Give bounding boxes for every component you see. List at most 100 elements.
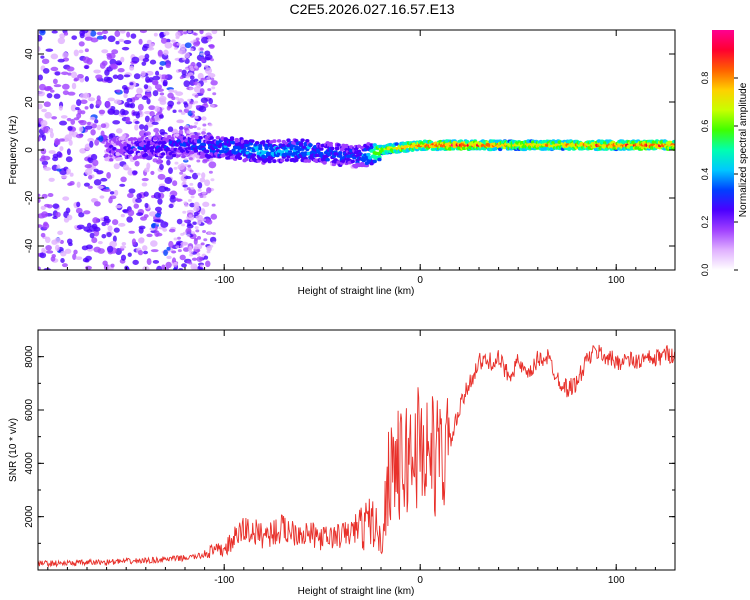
noise-speck: [211, 30, 218, 35]
noise-speck: [208, 123, 213, 127]
noise-speck: [136, 87, 143, 95]
noise-speck: [188, 245, 193, 252]
snr-xtick-label: 100: [608, 575, 625, 586]
ridge-cell: [366, 152, 371, 157]
noise-speck: [108, 197, 113, 204]
ridge-cell: [334, 146, 340, 151]
noise-speck: [52, 156, 59, 162]
noise-speck: [199, 88, 205, 95]
noise-speck: [207, 38, 212, 42]
noise-speck: [189, 101, 194, 105]
noise-speck: [184, 42, 192, 49]
noise-speck: [179, 244, 184, 248]
noise-speck: [201, 218, 206, 222]
noise-speck: [113, 189, 119, 196]
noise-speck: [200, 208, 206, 216]
noise-speck: [146, 98, 151, 105]
noise-speck: [189, 87, 194, 91]
noise-speck: [50, 66, 59, 72]
noise-speck: [100, 123, 107, 128]
ridge-cell: [254, 141, 260, 145]
noise-speck: [112, 74, 119, 80]
noise-speck: [69, 172, 74, 177]
noise-speck: [155, 213, 161, 218]
noise-speck: [154, 84, 162, 90]
noise-speck: [193, 211, 199, 216]
noise-speck: [184, 67, 189, 71]
ridge-cell: [109, 157, 114, 162]
noise-speck: [174, 161, 179, 165]
noise-speck: [45, 48, 54, 52]
noise-speck: [122, 164, 129, 171]
noise-speck: [73, 249, 78, 255]
noise-speck: [159, 66, 164, 71]
noise-speck: [163, 49, 169, 56]
noise-speck: [166, 159, 171, 166]
noise-speck: [80, 99, 88, 104]
noise-speck: [99, 195, 105, 199]
ridge-cell: [174, 133, 180, 137]
colorbar-label: Normalized spectral amplitude: [738, 82, 749, 217]
ridge-cell: [261, 140, 266, 144]
ridge-cell: [137, 137, 142, 142]
noise-speck: [106, 52, 112, 57]
noise-speck: [45, 244, 52, 251]
ridge-cell: [138, 146, 144, 151]
colorbar-gradient: [712, 30, 734, 270]
noise-speck: [186, 260, 191, 264]
noise-speck: [127, 209, 135, 217]
noise-speck: [164, 176, 173, 184]
noise-speck: [120, 245, 127, 249]
noise-speck: [96, 95, 101, 102]
noise-speck: [187, 199, 192, 203]
noise-speck: [84, 36, 93, 41]
noise-speck: [56, 168, 62, 172]
noise-speck: [123, 74, 131, 78]
ridge-cell: [242, 147, 247, 152]
noise-speck: [38, 46, 41, 52]
noise-speck: [202, 230, 207, 234]
snr-ylabel: SNR (10 * v/v): [8, 418, 19, 482]
noise-speck: [157, 173, 166, 180]
noise-speck: [39, 30, 46, 36]
noise-speck: [186, 130, 191, 134]
noise-speck: [187, 98, 192, 102]
noise-speck: [59, 120, 68, 126]
noise-speck: [202, 191, 207, 195]
noise-speck: [199, 52, 204, 56]
noise-speck: [84, 75, 90, 82]
noise-speck: [179, 76, 184, 80]
ridge-cell: [349, 149, 354, 153]
ridge-cell: [204, 149, 210, 154]
noise-speck: [171, 96, 176, 101]
noise-speck: [93, 201, 101, 207]
noise-speck: [41, 108, 47, 113]
noise-speck: [98, 135, 104, 142]
noise-speck: [62, 90, 69, 96]
colorbar-tick-label: 0.0: [700, 264, 710, 277]
noise-speck: [206, 219, 213, 225]
snr-xlabel: Height of straight line (km): [298, 586, 415, 597]
noise-speck: [112, 109, 120, 116]
noise-speck: [150, 223, 156, 229]
ridge-cell: [344, 143, 349, 148]
noise-speck: [71, 82, 77, 90]
noise-speck: [87, 185, 93, 189]
spectrogram-ylabel: Frequency (Hz): [8, 116, 19, 185]
noise-speck: [139, 30, 147, 34]
noise-speck: [49, 131, 54, 139]
noise-speck: [130, 33, 137, 39]
noise-speck: [204, 50, 211, 56]
noise-speck: [183, 219, 188, 223]
noise-speck: [153, 127, 160, 133]
noise-speck: [42, 126, 49, 134]
noise-speck: [179, 171, 184, 175]
noise-speck: [141, 45, 148, 52]
noise-speck: [60, 250, 67, 257]
noise-speck: [87, 97, 96, 102]
noise-speck: [176, 198, 181, 202]
noise-speck: [143, 124, 149, 132]
noise-speck: [202, 159, 208, 164]
noise-speck: [38, 136, 41, 142]
noise-speck: [82, 56, 91, 64]
